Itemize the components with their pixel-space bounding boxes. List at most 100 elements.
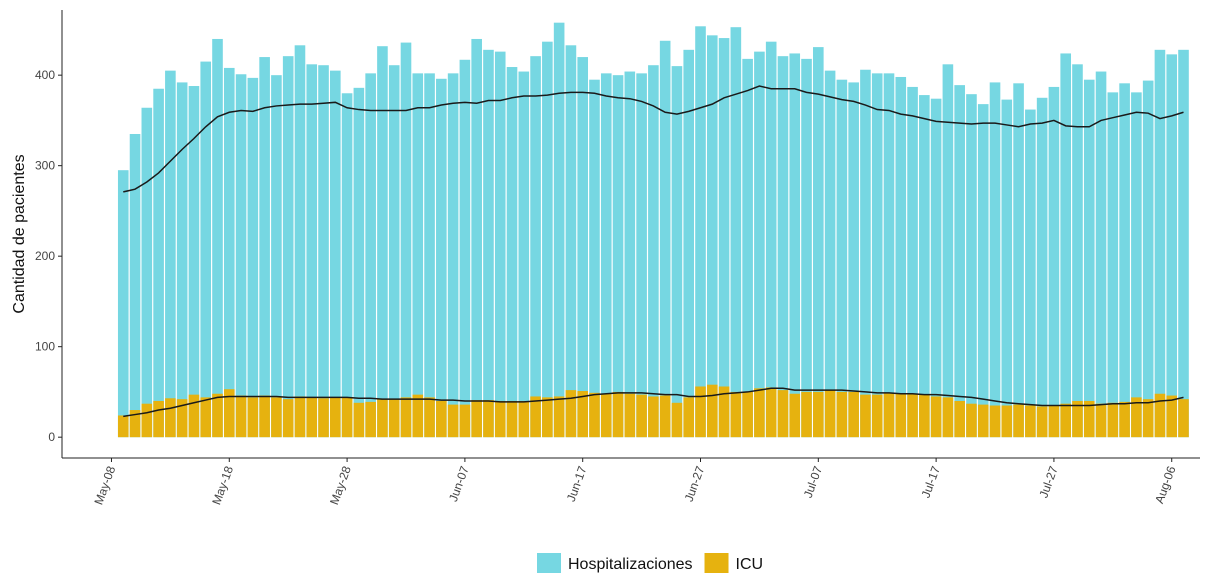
bar [801, 58, 812, 438]
bar [247, 397, 259, 438]
bar [483, 400, 494, 438]
bar [883, 392, 895, 438]
bar [683, 49, 695, 438]
bar [223, 389, 235, 438]
bar [836, 391, 848, 438]
bar [235, 74, 247, 438]
y-axis-label: Cantidad de pacientes [11, 154, 28, 313]
bar [259, 395, 270, 438]
bar [801, 391, 812, 438]
bar [235, 395, 247, 438]
x-tick-label: May-08 [91, 464, 118, 507]
bar [459, 59, 471, 438]
bar [530, 396, 541, 438]
bar [1095, 71, 1107, 438]
bar [789, 393, 801, 438]
bar [636, 394, 647, 438]
bar [883, 73, 895, 438]
bar [718, 38, 730, 438]
bar [765, 387, 777, 438]
bar [860, 69, 871, 438]
bar [683, 397, 695, 438]
bar [989, 405, 1001, 438]
bar [577, 391, 589, 438]
bar [612, 391, 624, 438]
bar [659, 40, 671, 438]
bar [223, 67, 235, 438]
bar [930, 98, 942, 438]
bar [977, 404, 989, 438]
bar [1025, 405, 1036, 438]
bar [471, 38, 482, 438]
bar [330, 70, 341, 438]
bar [754, 51, 765, 438]
bar [565, 45, 577, 438]
legend-swatch [537, 553, 561, 573]
bar [954, 400, 965, 438]
bar [153, 88, 164, 438]
bar [636, 73, 647, 438]
bar [789, 53, 801, 438]
bar [506, 400, 518, 438]
bar [165, 398, 176, 438]
y-tick-label: 300 [35, 159, 55, 173]
bar [506, 67, 518, 438]
x-tick-label: Aug-06 [1152, 464, 1179, 505]
bar [377, 46, 388, 438]
bar [165, 70, 176, 438]
bar [1166, 54, 1178, 438]
bar [695, 26, 706, 438]
legend-label: Hospitalizaciones [568, 556, 693, 573]
bar [200, 397, 212, 438]
bar [919, 95, 930, 438]
bar [518, 400, 530, 438]
bar [294, 45, 306, 438]
bar [871, 394, 883, 438]
bar [1001, 99, 1013, 438]
bar [271, 75, 282, 438]
bar [1131, 397, 1142, 438]
bar [942, 397, 954, 438]
bar [212, 393, 223, 438]
bar [518, 71, 530, 438]
bar [1060, 53, 1072, 438]
bar [1178, 399, 1189, 438]
bar [765, 41, 777, 438]
bar [1119, 83, 1130, 438]
bar [153, 400, 164, 438]
bar [777, 390, 789, 438]
bar [1095, 403, 1107, 438]
bar [365, 401, 376, 438]
bar [836, 79, 848, 438]
bar [565, 390, 577, 438]
bar [860, 394, 871, 438]
bar [706, 35, 718, 438]
bar [742, 58, 753, 438]
bar [966, 403, 977, 438]
bar [624, 71, 636, 438]
legend: Hospitalizaciones ICU [537, 553, 763, 573]
bar [412, 394, 424, 438]
bar [530, 56, 541, 438]
bar [1083, 79, 1095, 438]
bar [1083, 400, 1095, 438]
bar [1060, 403, 1072, 438]
bar [871, 73, 883, 438]
bar [1178, 49, 1189, 438]
bar [330, 397, 341, 438]
bar [589, 79, 600, 438]
bar [671, 66, 683, 438]
bar [919, 394, 930, 438]
bar [282, 399, 294, 438]
bar [471, 400, 482, 438]
bar [1025, 109, 1036, 438]
bar [1013, 83, 1024, 438]
bar [1072, 400, 1083, 438]
bar [1107, 92, 1119, 438]
bar [542, 41, 553, 438]
bar [742, 391, 753, 438]
bar [271, 397, 282, 438]
bar [659, 395, 671, 438]
legend-swatch [704, 553, 729, 573]
